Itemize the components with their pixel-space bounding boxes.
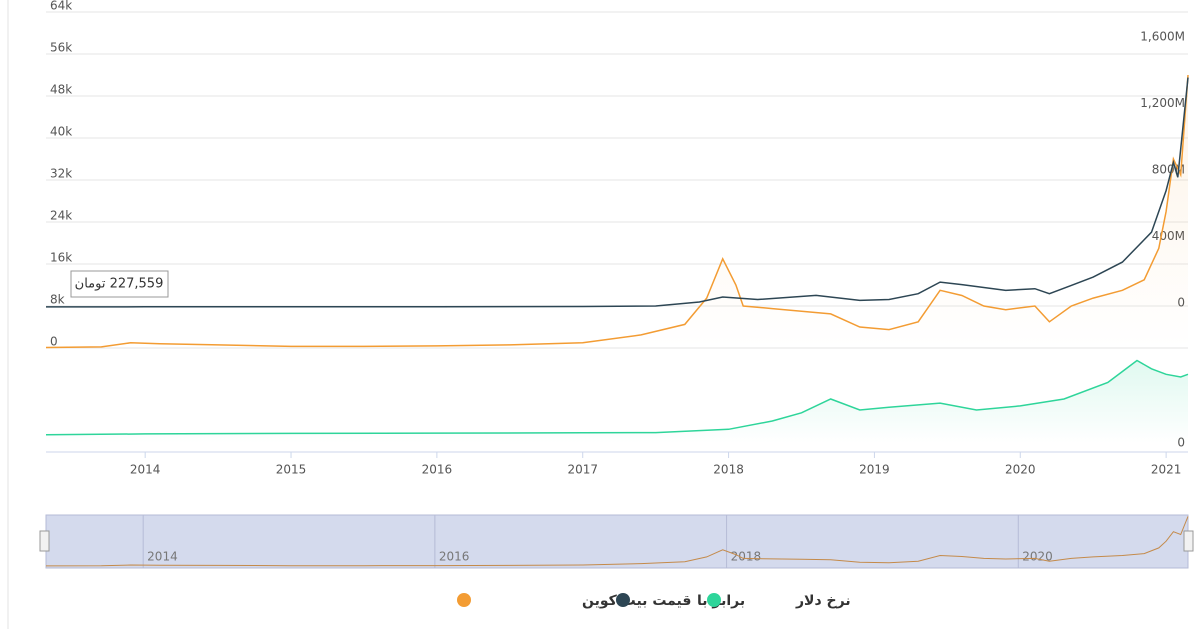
y-tick-label: 40k xyxy=(50,125,72,139)
y-tick-label: 56k xyxy=(50,41,72,55)
legend-marker[interactable] xyxy=(616,593,630,607)
navigator-handle[interactable] xyxy=(1183,530,1194,552)
tooltip: 227,559 تومان xyxy=(75,277,164,292)
y-tick-label: 0 xyxy=(50,335,58,349)
x-tick-label: 2016 xyxy=(422,463,453,477)
x-tick-label: 2021 xyxy=(1151,463,1182,477)
navigator-tick-label: 2016 xyxy=(439,550,470,564)
y2-tick-label: 1,200M xyxy=(1140,96,1185,110)
legend: قیمت بیت کوین برابر با نرخ دلار xyxy=(457,593,851,609)
y-tick-label: 24k xyxy=(50,209,72,223)
tooltip-box xyxy=(70,270,169,298)
line xyxy=(45,77,1189,308)
y-tick-label: 16k xyxy=(50,251,72,265)
x-tick-label: 2014 xyxy=(130,463,161,477)
x-tick-label: 2017 xyxy=(567,463,598,477)
legend-marker[interactable] xyxy=(707,593,721,607)
navigator[interactable] xyxy=(45,514,1189,569)
x-tick-label: 2019 xyxy=(859,463,890,477)
x-tick-label: 2018 xyxy=(713,463,744,477)
y-tick-label: 8k xyxy=(50,293,65,307)
x-tick-label: 2020 xyxy=(1005,463,1036,477)
navigator-tick-label: 2014 xyxy=(147,550,178,564)
line xyxy=(45,359,1189,436)
navigator-handle[interactable] xyxy=(39,530,50,552)
legend-marker[interactable] xyxy=(457,593,471,607)
legend-label[interactable]: نرخ دلار xyxy=(795,593,851,609)
y2-tick-label: 1,600M xyxy=(1140,30,1185,44)
area xyxy=(46,75,1188,348)
line xyxy=(45,74,1189,349)
legend-label[interactable]: قیمت بیت کوین xyxy=(582,593,691,609)
navigator-tick-label: 2018 xyxy=(731,550,762,564)
area xyxy=(46,360,1188,443)
navigator-line xyxy=(45,516,1189,567)
y-tick-label: 48k xyxy=(50,83,72,97)
y-tick-label: 64k xyxy=(50,0,72,13)
x-tick-label: 2015 xyxy=(276,463,307,477)
legend-label[interactable]: برابر با xyxy=(697,593,745,609)
y-tick-label: 32k xyxy=(50,167,72,181)
